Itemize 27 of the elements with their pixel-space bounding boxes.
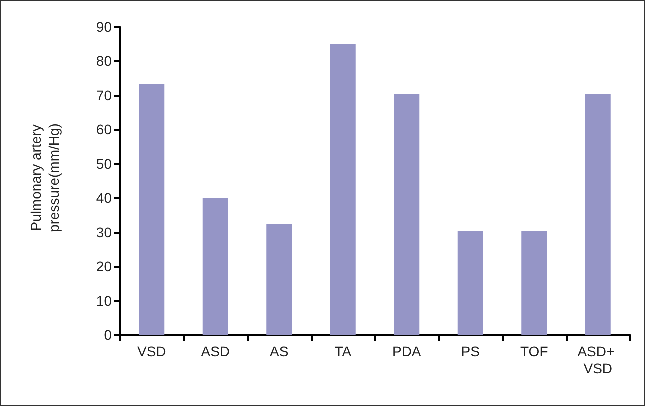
x-tick-label: AS bbox=[270, 344, 289, 360]
bar bbox=[458, 231, 484, 335]
y-tick-label: 40 bbox=[96, 190, 112, 206]
y-tick-label: 60 bbox=[96, 122, 112, 138]
y-tick-label: 0 bbox=[104, 327, 112, 343]
y-tick-label: 90 bbox=[96, 19, 112, 35]
x-tick-label: PDA bbox=[392, 344, 422, 360]
y-tick-label: 20 bbox=[96, 258, 112, 275]
x-tick-label: ASD+ VSD bbox=[578, 344, 619, 376]
bar bbox=[394, 94, 420, 335]
bar bbox=[330, 44, 356, 335]
x-tick-label: TA bbox=[334, 344, 352, 360]
x-tick-label: ASD bbox=[201, 344, 230, 360]
y-axis-title: Pulmonary artery pressure(mm/Hg) bbox=[27, 122, 63, 234]
y-tick-label: 30 bbox=[96, 224, 112, 240]
bar bbox=[585, 94, 611, 335]
y-tick-label: 50 bbox=[96, 156, 112, 172]
x-tick-label: TOF bbox=[520, 344, 548, 360]
y-tick-label: 80 bbox=[96, 53, 112, 70]
bar bbox=[266, 224, 292, 335]
bar bbox=[522, 231, 548, 335]
bar bbox=[139, 84, 165, 335]
y-tick-label: 10 bbox=[96, 292, 112, 309]
x-tick-label: PS bbox=[461, 344, 480, 360]
x-tick-label: VSD bbox=[137, 344, 166, 360]
bar bbox=[202, 198, 228, 335]
y-tick-label: 70 bbox=[96, 87, 112, 104]
